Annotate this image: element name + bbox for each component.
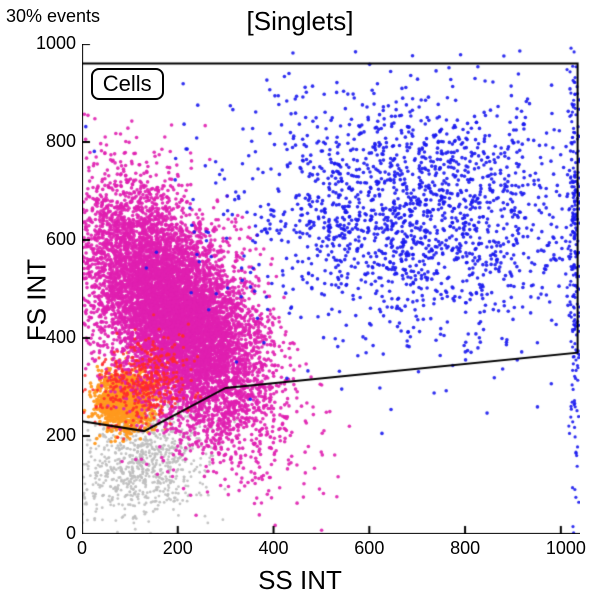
y-tick-label: 1000 xyxy=(36,33,76,54)
x-axis-label: SS INT xyxy=(0,565,600,596)
x-tick-label: 200 xyxy=(163,538,193,559)
x-tick-label: 600 xyxy=(354,538,384,559)
scatter-figure: 30% events [Singlets] FS INT SS INT Cell… xyxy=(0,0,600,600)
y-tick-label: 800 xyxy=(46,131,76,152)
y-tick-label: 200 xyxy=(46,425,76,446)
y-tick-label: 0 xyxy=(66,523,76,544)
gate-cells-label: Cells xyxy=(91,68,164,100)
x-tick-label: 1000 xyxy=(546,538,576,559)
x-tick-label: 800 xyxy=(450,538,480,559)
y-tick-label: 400 xyxy=(46,327,76,348)
chart-title: [Singlets] xyxy=(0,6,600,37)
y-tick-label: 600 xyxy=(46,229,76,250)
scatter-plot-canvas xyxy=(82,44,580,534)
x-tick-label: 400 xyxy=(259,538,289,559)
